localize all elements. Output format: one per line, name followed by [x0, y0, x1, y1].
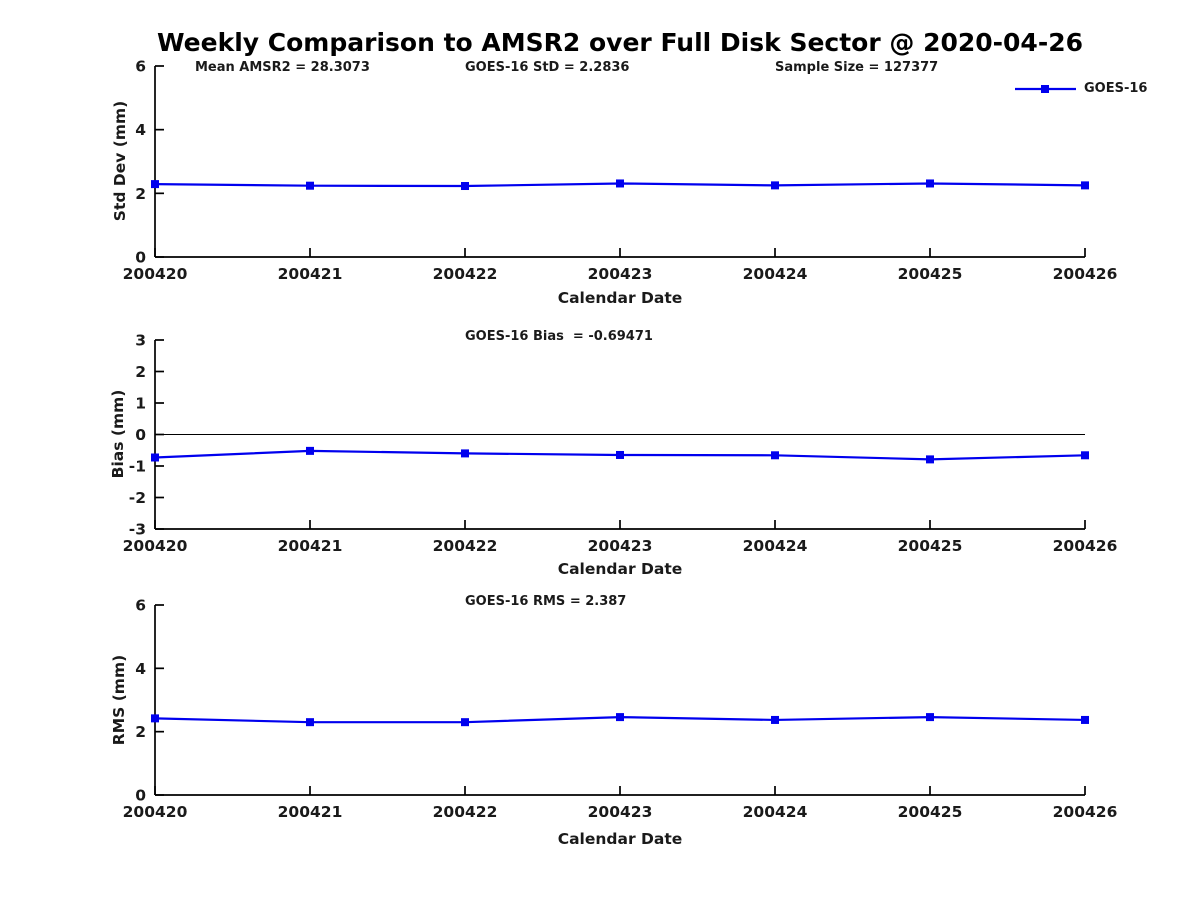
data-point-marker: [771, 451, 779, 460]
y-tick-label: 2: [135, 723, 146, 741]
y-tick-label: 0: [135, 249, 146, 267]
x-tick-label: 200426: [1053, 803, 1118, 821]
y-tick-label: 6: [135, 597, 146, 615]
data-point-marker: [926, 713, 934, 722]
data-point-marker: [616, 713, 624, 722]
x-tick-label: 200426: [1053, 265, 1118, 283]
data-point-marker: [306, 718, 314, 727]
subplot-std-dev: 0 2 4 6 200420 200421 200422 200423 200424 200425…: [123, 58, 1118, 283]
x-tick-label: 200420: [123, 265, 188, 283]
x-tick-label: 200421: [278, 265, 343, 283]
data-point-marker: [1081, 715, 1089, 724]
x-tick-label: 200425: [898, 803, 963, 821]
x-tick-label: 200424: [743, 265, 808, 283]
x-tick-label: 200420: [123, 537, 188, 555]
y-tick-label: 2: [135, 185, 146, 203]
x-tick-label: 200423: [588, 803, 653, 821]
y-axis-label-std-dev: Std Dev (mm): [111, 100, 129, 222]
x-tick-label: 200421: [278, 803, 343, 821]
data-point-marker: [461, 718, 469, 727]
annotation-mean-amsr2: Mean AMSR2 = 28.3073: [195, 60, 370, 75]
x-tick-label: 200424: [743, 537, 808, 555]
annotation-goes16-bias: GOES-16 Bias = -0.69471: [465, 329, 653, 344]
annotation-goes16-std: GOES-16 StD = 2.2836: [465, 60, 630, 75]
data-point-marker: [771, 181, 779, 190]
x-axis-label-calendar-date-1: Calendar Date: [557, 289, 683, 307]
x-tick-label: 200423: [588, 265, 653, 283]
data-point-marker: [926, 455, 934, 464]
y-tick-label: 3: [135, 332, 146, 350]
y-tick-label: 4: [135, 121, 146, 139]
legend-label: GOES-16: [1084, 81, 1148, 96]
y-tick-label: 1: [135, 395, 146, 413]
x-tick-label: 200425: [898, 537, 963, 555]
legend: GOES-16: [1014, 81, 1147, 96]
chart-title: Weekly Comparison to AMSR2 over Full Dis…: [156, 28, 1083, 57]
y-axis-label-rms: RMS (mm): [110, 654, 128, 746]
y-tick-label: 4: [135, 660, 146, 678]
subplot-rms: 0 2 4 6 200420 200421 200422 200423 200424 200425…: [123, 597, 1118, 821]
x-axis-label-calendar-date-2: Calendar Date: [557, 560, 683, 578]
data-point-marker: [771, 715, 779, 724]
x-tick-label: 200422: [433, 265, 498, 283]
annotation-sample-size: Sample Size = 127377: [775, 60, 939, 75]
x-tick-label: 200422: [433, 803, 498, 821]
data-point-marker: [926, 179, 934, 188]
x-tick-label: 200423: [588, 537, 653, 555]
y-tick-label: -1: [129, 458, 146, 476]
y-axis-label-bias: Bias (mm): [109, 389, 127, 479]
data-point-marker: [306, 446, 314, 455]
x-tick-label: 200420: [123, 803, 188, 821]
x-tick-label: 200422: [433, 537, 498, 555]
data-point-marker: [616, 179, 624, 188]
data-point-marker: [461, 449, 469, 458]
x-tick-label: 200425: [898, 265, 963, 283]
data-point-marker: [616, 450, 624, 459]
data-point-marker: [151, 180, 159, 189]
data-point-marker: [151, 714, 159, 723]
data-point-marker: [461, 182, 469, 191]
y-tick-label: -3: [129, 521, 146, 539]
legend-square-marker: [1041, 84, 1049, 93]
x-tick-label: 200424: [743, 803, 808, 821]
y-tick-label: 2: [135, 363, 146, 381]
data-point-marker: [151, 453, 159, 462]
y-tick-label: 0: [135, 787, 146, 805]
x-axis-label-calendar-date-3: Calendar Date: [557, 830, 683, 848]
annotation-goes16-rms: GOES-16 RMS = 2.387: [465, 594, 627, 609]
y-tick-label: -2: [129, 489, 146, 507]
y-tick-label: 0: [135, 426, 146, 444]
legend-line-icon: [1015, 84, 1076, 93]
data-point-marker: [1081, 451, 1089, 460]
x-tick-label: 200421: [278, 537, 343, 555]
x-tick-label: 200426: [1053, 537, 1118, 555]
data-point-marker: [306, 181, 314, 190]
data-point-marker: [1081, 181, 1089, 190]
y-tick-label: 6: [135, 58, 146, 76]
